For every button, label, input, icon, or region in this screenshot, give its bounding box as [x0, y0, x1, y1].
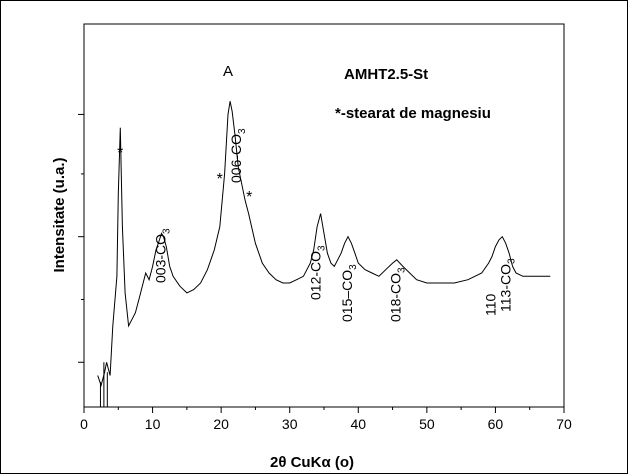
peak-label-003: 003-CO3 — [153, 228, 173, 283]
peak-symbols: * * * A — [99, 63, 252, 407]
peak-label-012: 012-CO3 — [308, 245, 328, 300]
y-axis-label: Intensitate (u.a.) — [51, 157, 68, 272]
x-tick-label: 20 — [213, 416, 229, 432]
peak-label-110: 110 — [482, 293, 498, 316]
legend-sample-name: AMHT2.5-St — [344, 66, 428, 83]
symbol-star1: * — [117, 145, 123, 162]
plot-area — [83, 23, 565, 408]
symbol-star3: * — [246, 189, 252, 206]
x-tick-label: 60 — [488, 416, 504, 432]
x-tick-label: 50 — [419, 416, 435, 432]
x-tick-label: 70 — [556, 416, 572, 432]
x-tick-label: 10 — [145, 416, 161, 432]
peak-labels: 003-CO3 006-CO3 012-CO3 015–CO3 018-CO3 110 11… — [153, 128, 518, 322]
x-axis-label: 2θ CuKα (o) — [270, 454, 354, 471]
peak-label-006: 006-CO3 — [228, 128, 248, 183]
peak-label-113: 113-CO3 — [497, 258, 517, 312]
x-axis-ticks: 0 10 20 30 40 50 60 70 — [80, 407, 572, 432]
xrd-pattern-line — [97, 101, 551, 388]
x-tick-label: 0 — [80, 416, 88, 432]
symbol-star2: * — [217, 171, 223, 188]
symbol-phaseA: A — [223, 63, 233, 80]
peak-label-015: 015–CO3 — [339, 264, 359, 322]
x-tick-label: 40 — [350, 416, 366, 432]
peak-label-018: 018-CO3 — [388, 267, 408, 322]
y-axis-ticks — [78, 113, 84, 363]
legend-stearate-note: *-stearat de magnesiu — [335, 105, 491, 122]
x-tick-label: 30 — [282, 416, 298, 432]
